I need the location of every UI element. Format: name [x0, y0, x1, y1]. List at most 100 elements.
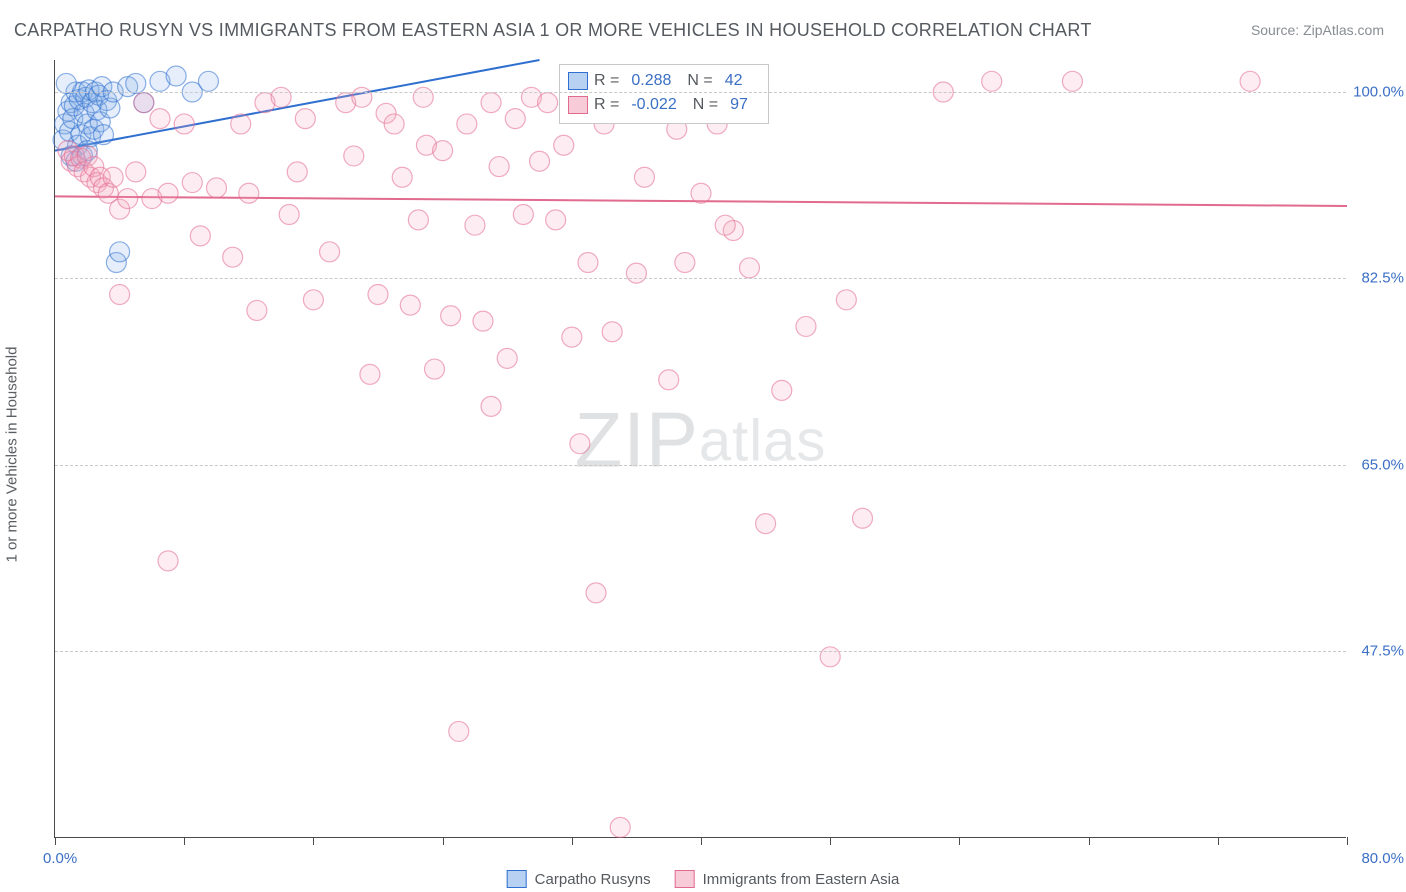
data-point — [384, 114, 404, 134]
data-point — [449, 721, 469, 741]
x-tick — [313, 837, 314, 845]
stat-r-label: R = — [594, 93, 619, 117]
data-point — [223, 247, 243, 267]
data-point — [295, 109, 315, 129]
data-point — [320, 242, 340, 262]
data-point — [505, 109, 525, 129]
data-point — [982, 71, 1002, 91]
source-attribution: Source: ZipAtlas.com — [1251, 22, 1384, 38]
data-point — [166, 66, 186, 86]
data-point — [158, 551, 178, 571]
x-axis-max-label: 80.0% — [1361, 850, 1404, 867]
data-point — [562, 327, 582, 347]
chart-svg — [55, 60, 1346, 837]
x-axis-min-label: 0.0% — [43, 850, 77, 867]
data-point — [344, 146, 364, 166]
data-point — [303, 290, 323, 310]
data-point — [279, 205, 299, 225]
data-point — [659, 370, 679, 390]
data-point — [489, 157, 509, 177]
data-point — [231, 114, 251, 134]
data-point — [413, 87, 433, 107]
data-point — [190, 226, 210, 246]
x-tick — [184, 837, 185, 845]
data-point — [691, 183, 711, 203]
legend-swatch — [675, 870, 695, 888]
stat-n-value: 42 — [725, 69, 743, 93]
data-point — [174, 114, 194, 134]
data-point — [126, 162, 146, 182]
y-tick-label: 47.5% — [1352, 643, 1404, 660]
data-point — [247, 300, 267, 320]
data-point — [1062, 71, 1082, 91]
data-point — [158, 183, 178, 203]
x-tick — [1347, 837, 1348, 845]
bottom-legend: Carpatho RusynsImmigrants from Eastern A… — [507, 870, 900, 888]
data-point — [554, 135, 574, 155]
data-point — [739, 258, 759, 278]
data-point — [497, 348, 517, 368]
data-point — [530, 151, 550, 171]
y-tick-label: 100.0% — [1352, 83, 1404, 100]
legend-swatch — [568, 96, 588, 114]
data-point — [772, 380, 792, 400]
data-point — [546, 210, 566, 230]
data-point — [56, 73, 76, 93]
data-point — [103, 167, 123, 187]
legend-stats-row: R = 0.288 N = 42 — [568, 69, 758, 93]
stat-r-label: R = — [594, 69, 619, 93]
data-point — [602, 322, 622, 342]
data-point — [425, 359, 445, 379]
gridline — [55, 651, 1346, 652]
data-point — [481, 93, 501, 113]
stat-r-value: -0.022 — [631, 93, 676, 117]
x-tick — [1089, 837, 1090, 845]
data-point — [110, 284, 130, 304]
data-point — [126, 73, 146, 93]
data-point — [287, 162, 307, 182]
data-point — [271, 87, 291, 107]
data-point — [756, 514, 776, 534]
plot-area: ZIPatlas R =0.288N =42R =-0.022N =97 0.0… — [54, 60, 1346, 838]
data-point — [93, 125, 113, 145]
y-tick-label: 82.5% — [1352, 270, 1404, 287]
data-point — [626, 263, 646, 283]
data-point — [352, 87, 372, 107]
data-point — [198, 71, 218, 91]
x-tick — [701, 837, 702, 845]
legend-stats-row: R = -0.022 N = 97 — [568, 93, 758, 117]
data-point — [207, 178, 227, 198]
data-point — [400, 295, 420, 315]
data-point — [578, 252, 598, 272]
stat-r-value: 0.288 — [631, 69, 671, 93]
data-point — [150, 109, 170, 129]
data-point — [675, 252, 695, 272]
data-point — [610, 817, 630, 837]
data-point — [433, 141, 453, 161]
data-point — [392, 167, 412, 187]
stat-n-label: N = — [687, 69, 712, 93]
data-point — [182, 173, 202, 193]
gridline — [55, 278, 1346, 279]
y-axis-title: 1 or more Vehicles in Household — [4, 347, 21, 563]
data-point — [457, 114, 477, 134]
data-point — [796, 316, 816, 336]
trend-line — [55, 60, 540, 151]
data-point — [853, 508, 873, 528]
data-point — [368, 284, 388, 304]
data-point — [836, 290, 856, 310]
stat-n-label: N = — [693, 93, 718, 117]
gridline — [55, 465, 1346, 466]
data-point — [570, 434, 590, 454]
data-point — [118, 189, 138, 209]
x-tick — [1218, 837, 1219, 845]
stat-n-value: 97 — [730, 93, 748, 117]
data-point — [820, 647, 840, 667]
data-point — [513, 205, 533, 225]
legend-swatch — [507, 870, 527, 888]
chart-title: CARPATHO RUSYN VS IMMIGRANTS FROM EASTER… — [14, 20, 1092, 41]
x-tick — [443, 837, 444, 845]
data-point — [634, 167, 654, 187]
gridline — [55, 92, 1346, 93]
legend-label: Carpatho Rusyns — [535, 871, 651, 888]
